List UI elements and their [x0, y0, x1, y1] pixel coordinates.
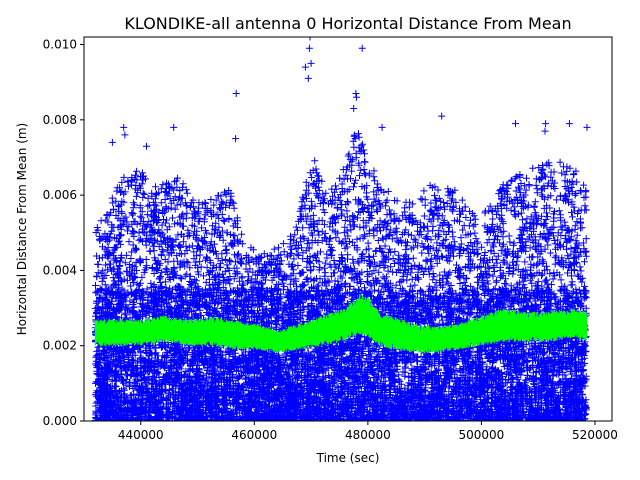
y-tick-label: 0.000 [43, 414, 77, 428]
x-tick-label: 500000 [459, 428, 505, 442]
y-tick-label: 0.006 [43, 188, 77, 202]
plot-frame [83, 36, 613, 422]
x-axis-ticks: 440000 460000 480000 500000 520000 [118, 421, 618, 442]
y-tick-label: 0.004 [43, 263, 77, 277]
x-tick-label: 480000 [345, 428, 391, 442]
chart-title: KLONDIKE-all antenna 0 Horizontal Distan… [124, 14, 571, 33]
y-axis-ticks: 0.000 0.002 0.004 0.006 0.008 0.010 [43, 38, 84, 428]
green-mean-band [94, 294, 588, 354]
y-tick-label: 0.008 [43, 113, 77, 127]
x-tick-label: 460000 [231, 428, 277, 442]
x-tick-label: 440000 [118, 428, 164, 442]
y-tick-label: 0.002 [43, 339, 77, 353]
x-axis-label: Time (sec) [316, 451, 380, 465]
y-tick-label: 0.010 [43, 38, 77, 52]
y-axis-label: Horizontal Distance From Mean (m) [15, 123, 29, 335]
x-tick-label: 520000 [572, 428, 618, 442]
